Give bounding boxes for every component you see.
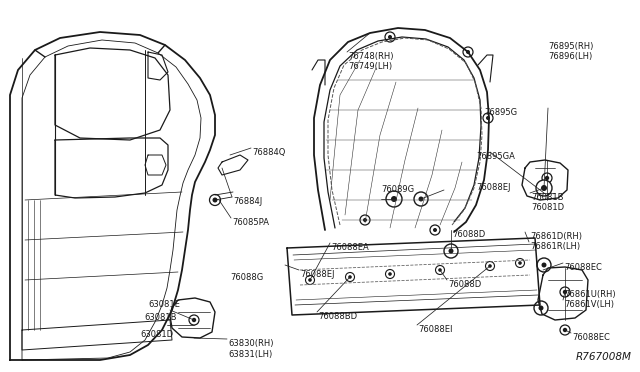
Text: 76895GA: 76895GA: [476, 152, 515, 161]
Text: 76088EC: 76088EC: [572, 333, 610, 342]
Text: 76088EA: 76088EA: [331, 243, 369, 252]
Text: 76861U(RH): 76861U(RH): [564, 290, 616, 299]
Circle shape: [541, 185, 547, 191]
Circle shape: [563, 328, 567, 332]
Circle shape: [419, 196, 424, 202]
Text: 76081B: 76081B: [531, 193, 563, 202]
Circle shape: [414, 192, 428, 206]
Circle shape: [541, 263, 547, 267]
Text: 76896(LH): 76896(LH): [548, 52, 592, 61]
Circle shape: [363, 218, 367, 222]
Text: 63081E: 63081E: [148, 300, 180, 309]
Text: 76081D: 76081D: [531, 203, 564, 212]
Text: 76088EC: 76088EC: [564, 263, 602, 272]
Circle shape: [466, 50, 470, 54]
Circle shape: [348, 275, 352, 279]
Circle shape: [542, 173, 552, 183]
Circle shape: [433, 228, 437, 232]
Circle shape: [518, 261, 522, 265]
Text: 76088D: 76088D: [448, 280, 481, 289]
Circle shape: [391, 196, 397, 202]
Text: 76088D: 76088D: [452, 230, 485, 239]
Circle shape: [438, 268, 442, 272]
Text: 76861V(LH): 76861V(LH): [564, 300, 614, 309]
Text: 76895(RH): 76895(RH): [548, 42, 593, 51]
Text: 76748(RH): 76748(RH): [348, 52, 394, 61]
Circle shape: [430, 225, 440, 235]
Circle shape: [449, 248, 454, 253]
Text: 76749(LH): 76749(LH): [348, 62, 392, 71]
Circle shape: [486, 262, 495, 270]
Circle shape: [435, 266, 445, 275]
Circle shape: [360, 215, 370, 225]
Circle shape: [346, 273, 355, 282]
Text: 76089G: 76089G: [381, 185, 414, 194]
Text: 63081D: 63081D: [140, 330, 173, 339]
Circle shape: [308, 278, 312, 282]
Circle shape: [515, 259, 525, 267]
Text: 76088G: 76088G: [230, 273, 263, 282]
Circle shape: [189, 315, 199, 325]
Circle shape: [538, 305, 543, 311]
Circle shape: [488, 264, 492, 268]
Text: 76088EJ: 76088EJ: [300, 270, 335, 279]
Text: 63081B: 63081B: [144, 313, 177, 322]
Circle shape: [192, 318, 196, 322]
Text: 63830(RH): 63830(RH): [228, 339, 273, 348]
Circle shape: [545, 176, 549, 180]
Circle shape: [212, 198, 218, 202]
Circle shape: [534, 301, 548, 315]
Text: 76884Q: 76884Q: [252, 148, 285, 157]
Circle shape: [388, 35, 392, 39]
Text: 76088BD: 76088BD: [318, 312, 357, 321]
Circle shape: [385, 269, 394, 279]
Circle shape: [560, 325, 570, 335]
Text: 63831(LH): 63831(LH): [228, 350, 272, 359]
Circle shape: [305, 276, 314, 285]
Text: 76861R(LH): 76861R(LH): [530, 242, 580, 251]
Circle shape: [537, 258, 551, 272]
Circle shape: [385, 32, 395, 42]
Circle shape: [560, 287, 570, 297]
Text: 76884J: 76884J: [233, 197, 262, 206]
Text: 76861D(RH): 76861D(RH): [530, 232, 582, 241]
Circle shape: [463, 47, 473, 57]
Text: R767008M: R767008M: [576, 352, 632, 362]
Circle shape: [563, 290, 567, 294]
Text: 76085PA: 76085PA: [232, 218, 269, 227]
Circle shape: [483, 113, 493, 123]
Circle shape: [486, 116, 490, 120]
Circle shape: [388, 272, 392, 276]
Circle shape: [209, 195, 221, 205]
Text: 76088EJ: 76088EJ: [476, 183, 511, 192]
Circle shape: [536, 180, 552, 196]
Circle shape: [444, 244, 458, 258]
Text: 76088EI: 76088EI: [418, 325, 452, 334]
Circle shape: [386, 191, 402, 207]
Text: 76895G: 76895G: [484, 108, 517, 117]
